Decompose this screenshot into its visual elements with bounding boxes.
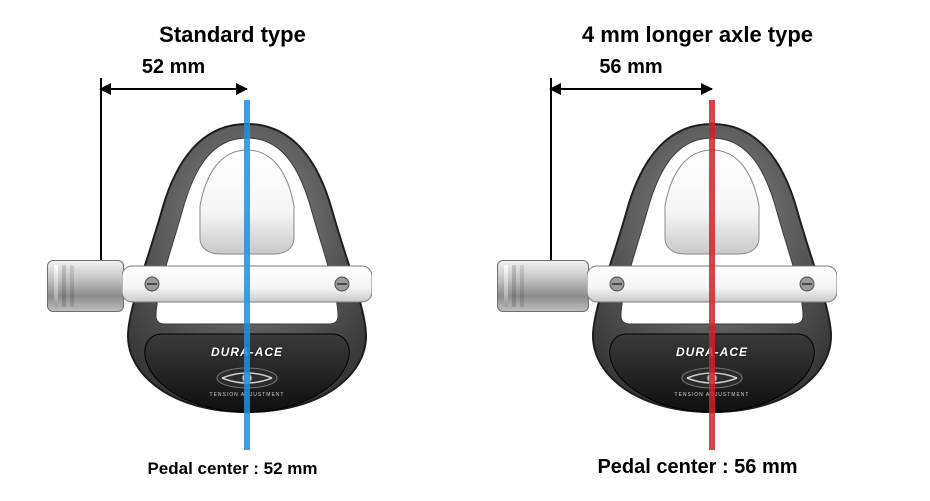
title-standard: Standard type	[0, 22, 465, 48]
center-line-long	[709, 100, 715, 450]
pedal-axle-standard	[47, 260, 124, 312]
dimension-line-standard	[100, 88, 247, 90]
dimension-line-long	[550, 88, 712, 90]
panel-long-axle: 4 mm longer axle type 56 mm	[465, 0, 930, 501]
center-line-standard	[244, 100, 250, 450]
comparison-canvas: Standard type 52 mm	[0, 0, 930, 501]
title-long-axle: 4 mm longer axle type	[465, 22, 930, 48]
dimension-label-standard: 52 mm	[100, 56, 247, 79]
pedal-long: DURA-ACE TENSION ADJUSTMENT	[497, 120, 837, 420]
pedal-axle-long	[497, 260, 589, 312]
panel-standard: Standard type 52 mm	[0, 0, 465, 501]
pedal-standard: DURA-ACE TENSION ADJUSTMENT	[47, 120, 372, 420]
caption-standard: Pedal center : 52 mm	[0, 459, 465, 479]
caption-long: Pedal center : 56 mm	[465, 456, 930, 479]
dimension-label-long: 56 mm	[550, 56, 712, 79]
